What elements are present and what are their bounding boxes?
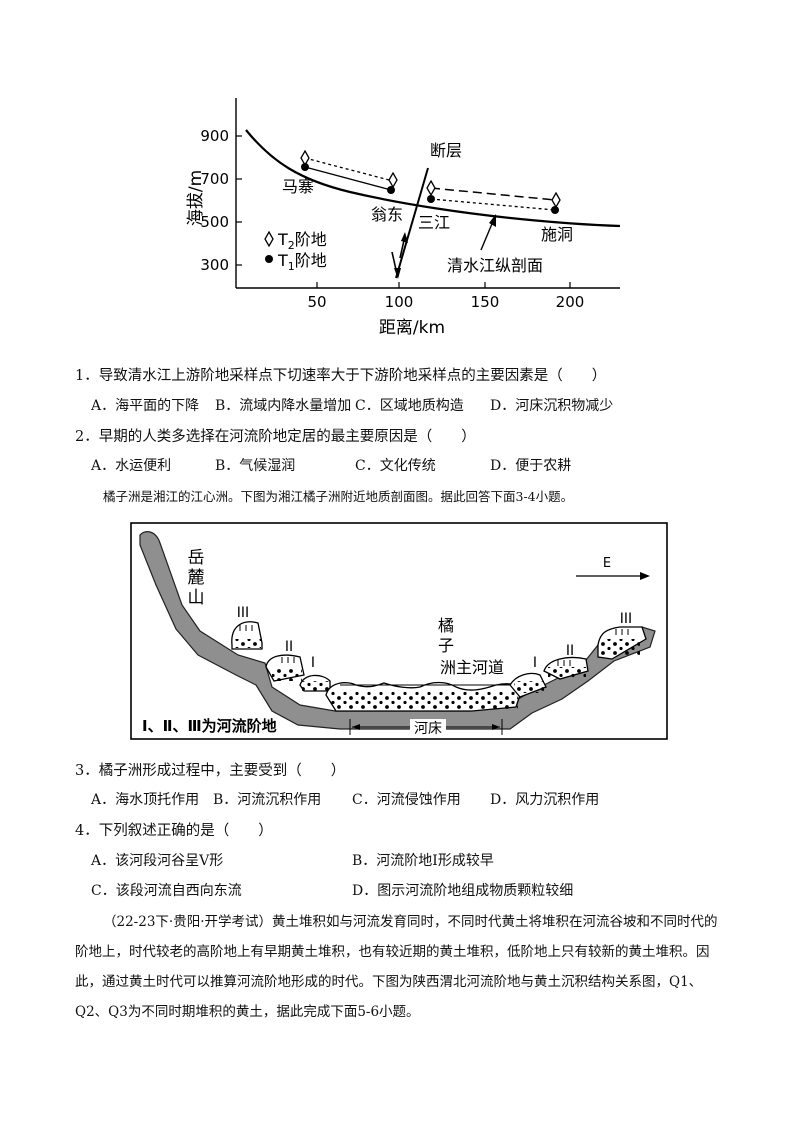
t2-line-upstream xyxy=(304,157,394,182)
t2-diamond-icon xyxy=(551,191,561,209)
question-3-stem: 3．橘子洲形成过程中，主要受到（ ） xyxy=(75,763,346,779)
river-profile-curve xyxy=(245,129,621,228)
intro-5-6: （22-23下·贵阳·开学考试）黄土堆积如与河流发育同时，不同时代黄土将堆积在河… xyxy=(75,914,718,1020)
terrace-label-i-right: I xyxy=(533,655,537,671)
q2-option-c: C．文化传统 xyxy=(355,458,436,474)
t1-dot-icon xyxy=(387,186,395,194)
terrace-label-i-left: I xyxy=(311,655,315,671)
x-axis-label: 距离/km xyxy=(379,318,445,338)
question-1-stem: 1．导致清水江上游阶地采样点下切速率大于下游阶地采样点的主要因素是（ ） xyxy=(75,368,607,384)
q3-option-a: A．海水顶托作用 xyxy=(91,792,200,808)
x-tick-label: 50 xyxy=(307,293,326,311)
y-tick-label: 700 xyxy=(200,170,229,188)
mountain-label-1: 岳 xyxy=(188,548,205,568)
x-tick-label: 150 xyxy=(471,293,500,311)
direction-label: E xyxy=(603,556,611,571)
q2-option-d: D．便于农耕 xyxy=(490,458,572,474)
profile-label: 清水江纵剖面 xyxy=(447,256,543,275)
x-tick-label: 200 xyxy=(556,293,585,311)
q3-option-b: B．河流沉积作用 xyxy=(213,792,322,808)
q3-option-c: C．河流侵蚀作用 xyxy=(352,792,461,808)
t2-diamond-icon xyxy=(426,179,436,197)
question-4-stem: 4．下列叙述正确的是（ ） xyxy=(75,823,273,839)
legend-dot-icon xyxy=(265,255,273,263)
place-label-mazhai: 马寨 xyxy=(282,177,314,196)
q1-option-a: A．海平面的下降 xyxy=(91,398,200,414)
q4-option-a: A．该河段河谷呈V形 xyxy=(91,853,224,869)
riverbed-label: 河床 xyxy=(414,721,442,737)
q2-option-a: A．水运便利 xyxy=(91,458,172,474)
y-tick-label: 900 xyxy=(200,127,229,145)
terrace-label-iii-right: III xyxy=(620,611,632,627)
y-tick-label: 300 xyxy=(200,256,229,274)
legend-t1: T1阶地 xyxy=(277,251,327,273)
t2-diamond-icon xyxy=(388,171,398,189)
fault-line xyxy=(395,167,429,279)
q4-option-d: D．图示河流阶地组成物质颗粒较细 xyxy=(352,883,574,899)
terrace-caption: Ⅰ、Ⅱ、Ⅲ为河流阶地 xyxy=(142,717,277,735)
terrace-label-ii-right: II xyxy=(566,643,574,659)
t1-line-downstream xyxy=(430,198,556,211)
t2-diamond-icon xyxy=(300,149,310,167)
legend-diamond-icon xyxy=(264,230,274,248)
terrace-label-iii-left: III xyxy=(237,605,249,621)
intro-3-4: 橘子洲是湘江的江心洲。下图为湘江橘子洲附近地质剖面图。据此回答下面3-4小题。 xyxy=(103,489,574,504)
terrace-label-ii-left: II xyxy=(285,639,293,655)
q4-option-b: B．河流阶地Ⅰ形成较早 xyxy=(352,853,494,869)
geologic-section-figure: 岳 麓 山 橘 子 洲主河道 III II I I II III E Ⅰ、Ⅱ、Ⅲ… xyxy=(130,522,668,740)
fault-label: 断层 xyxy=(430,141,462,160)
q1-option-c: C．区域地质构造 xyxy=(355,398,464,414)
island-label-2: 子 xyxy=(438,636,454,655)
y-axis-label: 海拔/m xyxy=(186,170,206,226)
place-label-wengdong: 翁东 xyxy=(371,205,403,224)
q3-option-d: D．风力沉积作用 xyxy=(490,792,600,808)
question-2-stem: 2．早期的人类多选择在河流阶地定居的最主要原因是（ ） xyxy=(75,429,476,445)
t1-dot-icon xyxy=(427,195,435,203)
q1-option-b: B．流域内降水量增加 xyxy=(215,398,352,414)
q2-option-b: B．气候湿润 xyxy=(215,458,296,474)
y-tick-label: 500 xyxy=(200,213,229,231)
place-label-sanjiang: 三江 xyxy=(418,213,450,232)
legend-t2: T2阶地 xyxy=(277,230,327,252)
t1-line-upstream xyxy=(304,166,392,191)
elevation-profile-figure: 900 700 500 300 50 100 150 200 距离/km 海拔/… xyxy=(186,98,621,338)
t1-dot-icon xyxy=(551,206,559,214)
place-label-shidong: 施洞 xyxy=(541,225,573,244)
island-label-3: 洲主河道 xyxy=(440,658,504,677)
q1-option-d: D．河床沉积物减少 xyxy=(490,398,614,414)
x-tick-label: 100 xyxy=(385,293,414,311)
island-label-1: 橘 xyxy=(438,616,454,635)
mountain-label-3: 山 xyxy=(188,588,205,608)
t2-line-downstream xyxy=(430,187,556,201)
mountain-label-2: 麓 xyxy=(188,568,205,588)
q4-option-c: C．该段河流自西向东流 xyxy=(91,883,242,899)
t1-dot-icon xyxy=(301,163,309,171)
